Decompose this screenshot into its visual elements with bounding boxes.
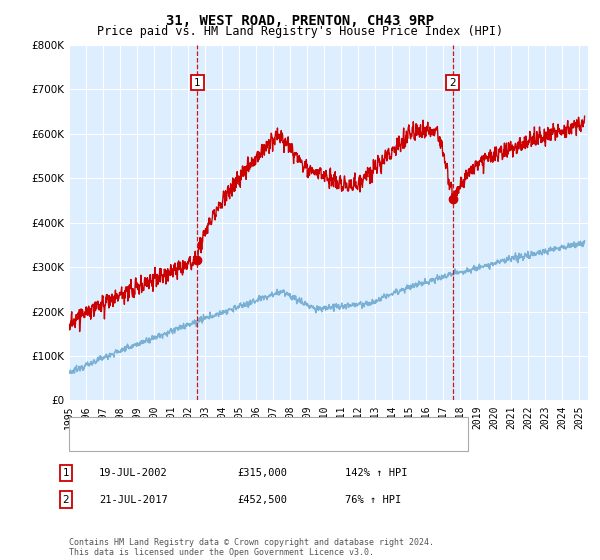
Text: 2: 2 [62, 494, 70, 505]
Text: 19-JUL-2002: 19-JUL-2002 [99, 468, 168, 478]
Text: 76% ↑ HPI: 76% ↑ HPI [345, 494, 401, 505]
Text: £315,000: £315,000 [237, 468, 287, 478]
Text: ——: —— [84, 414, 112, 429]
Text: 1: 1 [194, 78, 200, 87]
Text: ——: —— [84, 432, 112, 447]
Text: 2: 2 [449, 78, 456, 87]
Text: Contains HM Land Registry data © Crown copyright and database right 2024.
This d: Contains HM Land Registry data © Crown c… [69, 538, 434, 557]
Text: HPI: Average price, detached house, Wirral: HPI: Average price, detached house, Wirr… [114, 435, 377, 445]
Text: 31, WEST ROAD, PRENTON, CH43 9RP (detached house): 31, WEST ROAD, PRENTON, CH43 9RP (detach… [114, 417, 420, 427]
Text: Price paid vs. HM Land Registry's House Price Index (HPI): Price paid vs. HM Land Registry's House … [97, 25, 503, 38]
Text: 31, WEST ROAD, PRENTON, CH43 9RP: 31, WEST ROAD, PRENTON, CH43 9RP [166, 14, 434, 28]
Text: 142% ↑ HPI: 142% ↑ HPI [345, 468, 407, 478]
Text: 1: 1 [62, 468, 70, 478]
Text: 21-JUL-2017: 21-JUL-2017 [99, 494, 168, 505]
Text: £452,500: £452,500 [237, 494, 287, 505]
